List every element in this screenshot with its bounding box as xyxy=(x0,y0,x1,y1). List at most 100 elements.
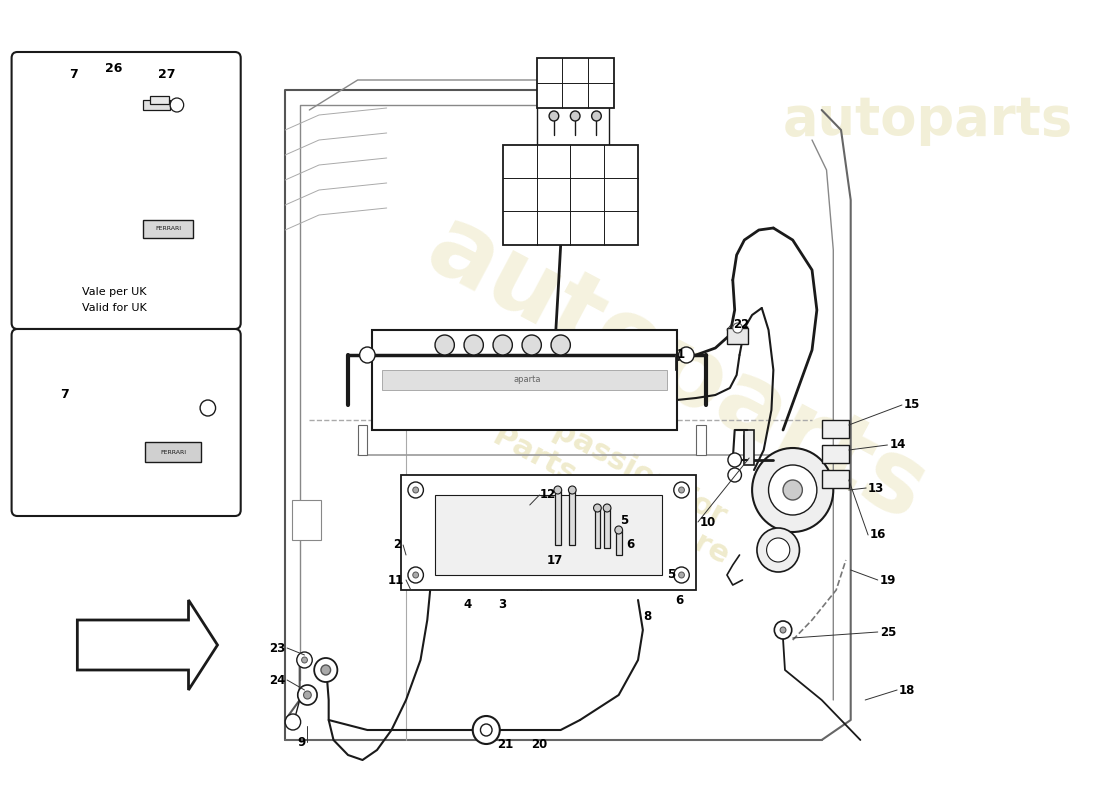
Text: autoparts: autoparts xyxy=(783,94,1074,146)
Polygon shape xyxy=(77,600,218,690)
Bar xyxy=(696,425,706,455)
Text: 5: 5 xyxy=(667,569,675,582)
Circle shape xyxy=(464,335,483,355)
Text: 27: 27 xyxy=(157,69,175,82)
Text: aparta: aparta xyxy=(513,375,540,385)
Bar xyxy=(537,58,614,108)
Circle shape xyxy=(285,714,300,730)
Circle shape xyxy=(592,111,602,121)
Bar xyxy=(358,425,367,455)
Circle shape xyxy=(304,691,311,699)
Text: 20: 20 xyxy=(531,738,548,751)
Circle shape xyxy=(298,685,317,705)
Text: 17: 17 xyxy=(547,554,563,566)
Bar xyxy=(402,475,696,590)
Text: 26: 26 xyxy=(106,62,123,74)
Text: autoparts: autoparts xyxy=(410,198,943,542)
Text: 13: 13 xyxy=(868,482,884,494)
Circle shape xyxy=(769,465,817,515)
Circle shape xyxy=(315,658,338,682)
Text: 12: 12 xyxy=(539,489,556,502)
Bar xyxy=(503,145,638,245)
Circle shape xyxy=(674,482,690,498)
Circle shape xyxy=(549,111,559,121)
Bar xyxy=(594,508,601,548)
Circle shape xyxy=(321,665,331,675)
Text: 6: 6 xyxy=(626,538,635,551)
Circle shape xyxy=(728,453,741,467)
Bar xyxy=(382,370,667,390)
Circle shape xyxy=(594,504,602,512)
Bar xyxy=(372,330,676,430)
Bar xyxy=(554,490,561,545)
Text: FERRARI: FERRARI xyxy=(160,450,186,454)
Text: 15: 15 xyxy=(904,398,921,411)
Circle shape xyxy=(408,482,424,498)
Circle shape xyxy=(674,567,690,583)
Text: 25: 25 xyxy=(880,626,896,638)
Text: FERRARI: FERRARI xyxy=(155,226,182,231)
Bar xyxy=(570,490,575,545)
FancyBboxPatch shape xyxy=(12,52,241,329)
Circle shape xyxy=(780,627,785,633)
Bar xyxy=(604,508,611,548)
Text: 3: 3 xyxy=(498,598,507,611)
Text: 23: 23 xyxy=(268,642,285,654)
Bar xyxy=(822,445,849,463)
Circle shape xyxy=(412,487,419,493)
Text: 6: 6 xyxy=(674,594,683,606)
Text: 9: 9 xyxy=(297,735,306,749)
Circle shape xyxy=(571,111,580,121)
Text: Valid for UK: Valid for UK xyxy=(81,303,146,313)
Circle shape xyxy=(481,724,492,736)
Text: 7: 7 xyxy=(69,69,78,82)
Circle shape xyxy=(679,347,694,363)
Bar xyxy=(727,328,748,344)
Text: a passion for
Parts and more: a passion for Parts and more xyxy=(487,390,749,570)
Circle shape xyxy=(360,347,375,363)
Text: Vale per UK: Vale per UK xyxy=(81,287,146,297)
Circle shape xyxy=(733,323,742,333)
Text: 21: 21 xyxy=(497,738,514,751)
Circle shape xyxy=(551,335,571,355)
Text: 4: 4 xyxy=(464,598,472,611)
Circle shape xyxy=(603,504,611,512)
Circle shape xyxy=(170,98,184,112)
Bar xyxy=(745,430,754,465)
Text: 14: 14 xyxy=(890,438,905,451)
Circle shape xyxy=(774,621,792,639)
Circle shape xyxy=(200,400,216,416)
Circle shape xyxy=(473,716,499,744)
Circle shape xyxy=(752,448,834,532)
Circle shape xyxy=(412,572,419,578)
Circle shape xyxy=(679,572,684,578)
FancyBboxPatch shape xyxy=(12,329,241,516)
Text: 1: 1 xyxy=(676,349,685,362)
Text: 8: 8 xyxy=(642,610,651,623)
Text: 22: 22 xyxy=(733,318,749,331)
Circle shape xyxy=(615,526,623,534)
Bar xyxy=(292,500,321,540)
Text: 10: 10 xyxy=(700,515,716,529)
Bar xyxy=(143,220,194,238)
Text: 19: 19 xyxy=(880,574,896,586)
Circle shape xyxy=(434,335,454,355)
Circle shape xyxy=(569,486,576,494)
Circle shape xyxy=(522,335,541,355)
Circle shape xyxy=(679,487,684,493)
Circle shape xyxy=(408,567,424,583)
Circle shape xyxy=(728,468,741,482)
Text: 11: 11 xyxy=(388,574,404,586)
Text: 2: 2 xyxy=(393,538,402,551)
Circle shape xyxy=(301,657,307,663)
Bar xyxy=(145,442,201,462)
Bar xyxy=(822,420,849,438)
Circle shape xyxy=(783,480,802,500)
Bar xyxy=(616,530,622,555)
Circle shape xyxy=(493,335,513,355)
Text: 18: 18 xyxy=(899,683,915,697)
Circle shape xyxy=(297,652,312,668)
Bar xyxy=(822,470,849,488)
Text: 24: 24 xyxy=(268,674,285,686)
Text: 16: 16 xyxy=(870,529,887,542)
